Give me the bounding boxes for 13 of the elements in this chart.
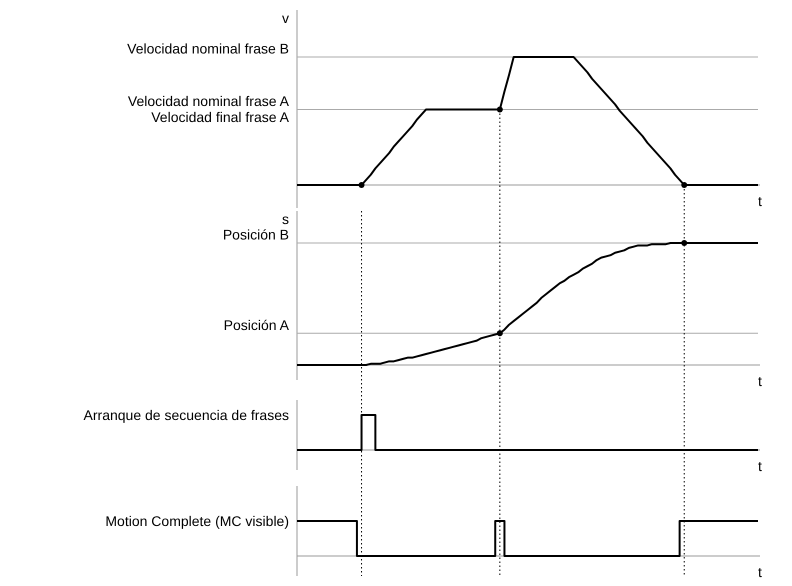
ref-line-label: Velocidad nominal frase A — [128, 92, 290, 109]
ref-line-label: Posición A — [224, 316, 290, 333]
x-axis-title: t — [758, 564, 762, 580]
x-axis-title: t — [758, 192, 762, 209]
y-axis-title: s — [282, 210, 289, 227]
ref-line-label: Posición B — [222, 226, 289, 242]
x-axis-title: t — [758, 458, 762, 474]
text: Arranque de secuencia de frases — [84, 406, 289, 423]
text: Motion Complete (MC visible) — [105, 512, 289, 529]
y-axis-title: v — [282, 10, 289, 26]
text: Velocidad final frase A — [151, 108, 290, 125]
x-axis-title: t — [758, 372, 762, 389]
ref-line-label: Velocidad nominal frase B — [127, 40, 289, 56]
